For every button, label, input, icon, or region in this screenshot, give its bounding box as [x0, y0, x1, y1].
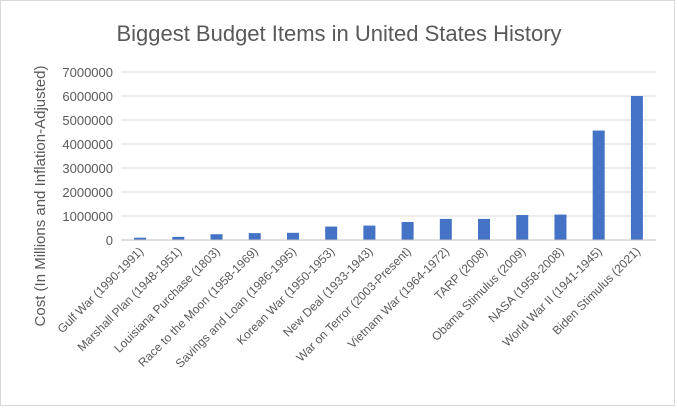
y-tick-label: 0: [106, 233, 113, 248]
y-tick-label: 3000000: [62, 161, 113, 176]
y-tick-label: 4000000: [62, 137, 113, 152]
bar: [134, 237, 147, 240]
y-tick-label: 5000000: [62, 113, 113, 128]
bar: [363, 225, 376, 240]
bar: [592, 130, 605, 240]
bar: [325, 226, 338, 240]
chart-title: Biggest Budget Items in United States Hi…: [116, 21, 561, 46]
y-tick-label: 1000000: [62, 209, 113, 224]
bar: [172, 236, 185, 240]
bar: [478, 218, 491, 240]
bar: [630, 96, 643, 240]
bar: [554, 214, 567, 240]
bar: [248, 233, 261, 240]
y-axis-label: Cost (In Millions and Inflation-Adjusted…: [32, 66, 49, 327]
bars: [134, 96, 643, 240]
bar: [516, 215, 529, 240]
bar: [286, 232, 299, 240]
bar: [401, 222, 414, 240]
y-tick-label: 6000000: [62, 89, 113, 104]
y-tick-label: 7000000: [62, 65, 113, 80]
y-tick-labels: 0 1000000 2000000 3000000 4000000 5000000 6000…: [62, 65, 113, 248]
bar: [439, 218, 452, 240]
gridlines: [121, 71, 656, 217]
y-tick-label: 2000000: [62, 185, 113, 200]
x-tick-labels: Gulf War (1990-1991)Marshall Plan (1948-…: [55, 244, 643, 370]
bar: [210, 234, 223, 240]
